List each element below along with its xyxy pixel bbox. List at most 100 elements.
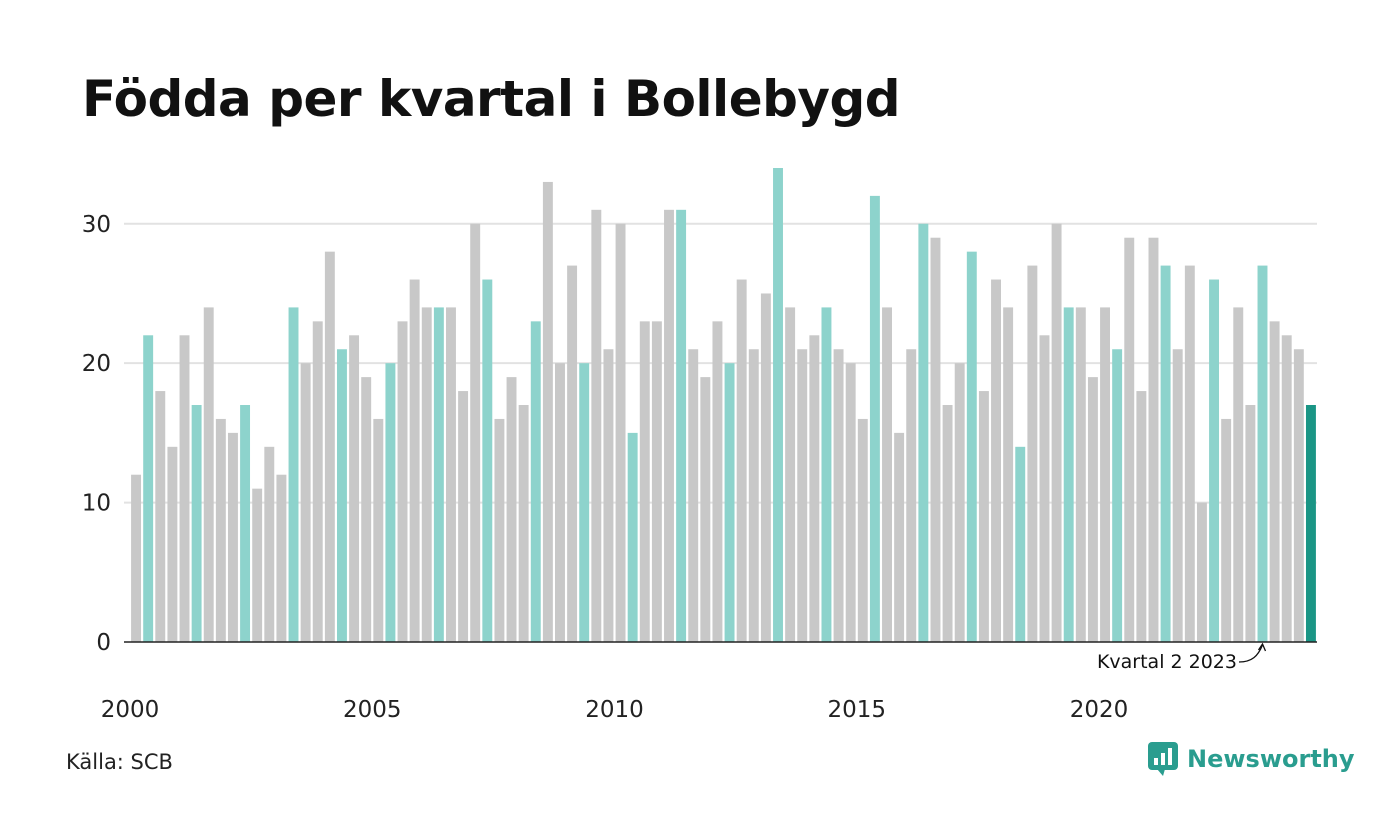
bar [724, 363, 735, 642]
y-tick-label: 10 [82, 491, 111, 517]
bars [131, 168, 1316, 642]
bar [373, 418, 384, 642]
bar [215, 418, 226, 642]
bar [385, 363, 396, 642]
bar [1281, 335, 1292, 642]
annotation-label: Kvartal 2 2023 [1097, 651, 1237, 673]
bar [773, 168, 783, 642]
bar [954, 363, 965, 642]
bar [821, 307, 832, 642]
bar [1184, 265, 1195, 642]
bar [482, 279, 493, 642]
bar [1087, 377, 1098, 642]
bar [966, 251, 977, 642]
bar [470, 223, 481, 642]
y-axis-ticks: 0 10 20 30 [82, 212, 111, 656]
x-tick-label: 2015 [827, 697, 886, 723]
bar [421, 307, 432, 642]
bar [518, 405, 529, 642]
bar [506, 377, 517, 642]
bar [1027, 265, 1038, 642]
bar [288, 307, 299, 642]
newsworthy-logo-text: Newsworthy [1187, 745, 1355, 773]
bar [833, 349, 844, 642]
bar [494, 418, 505, 642]
bar [240, 405, 251, 642]
bar [1196, 502, 1207, 642]
bar [1221, 418, 1232, 642]
bar [942, 405, 953, 642]
x-tick-label: 2005 [343, 697, 402, 723]
x-tick-label: 2000 [101, 697, 160, 723]
bar [1245, 405, 1256, 642]
annotation-arrowhead [1257, 642, 1267, 652]
bar [300, 363, 311, 642]
bar [203, 307, 214, 642]
bar [1015, 446, 1026, 642]
bar [906, 349, 917, 642]
bar [143, 335, 154, 642]
bar [1100, 307, 1110, 642]
bar [1269, 321, 1280, 642]
bar [542, 181, 553, 642]
bar [785, 307, 796, 642]
bar [324, 251, 335, 642]
bar [458, 391, 469, 642]
bar [276, 474, 287, 642]
x-tick-label: 2020 [1070, 697, 1129, 723]
bar [845, 363, 856, 642]
bar [627, 432, 638, 642]
bar [1209, 279, 1220, 642]
bar [312, 321, 323, 642]
bar-chart: 0 10 20 30 2000 2005 2010 2015 2020 Kvartal 2 2… [82, 168, 1317, 723]
x-axis-ticks: 2000 2005 2010 2015 2020 [101, 697, 1129, 723]
bar [639, 321, 650, 642]
bar [131, 474, 142, 642]
bar [1257, 265, 1268, 642]
bar [736, 279, 747, 642]
bar [797, 349, 808, 642]
latest-annotation: Kvartal 2 2023 [1097, 642, 1267, 673]
bar [155, 391, 166, 642]
bar [252, 488, 263, 642]
bar [1160, 265, 1171, 642]
bar [1136, 391, 1147, 642]
bar [1293, 349, 1304, 642]
bar [1172, 349, 1183, 642]
bar [688, 349, 699, 642]
bar [1148, 237, 1159, 642]
bar [191, 405, 202, 642]
newsworthy-logo-icon [1148, 742, 1178, 776]
bar [748, 349, 759, 642]
bar [882, 307, 892, 642]
bar [1075, 307, 1086, 642]
bar [1039, 335, 1050, 642]
y-tick-label: 30 [82, 212, 111, 238]
bar [809, 335, 820, 642]
bar [1051, 223, 1062, 642]
bar [446, 307, 456, 642]
bar [337, 349, 347, 642]
bar [227, 432, 238, 642]
bar [991, 279, 1001, 642]
bar [530, 321, 541, 642]
bar [397, 321, 408, 642]
bar [930, 237, 941, 642]
bar [700, 377, 711, 642]
bar [712, 321, 723, 642]
chart-title: Födda per kvartal i Bollebygd [82, 70, 901, 128]
bar [409, 279, 420, 642]
bar [857, 418, 868, 642]
bar [264, 446, 275, 642]
bar [591, 209, 602, 642]
bar [664, 209, 674, 642]
bar [167, 446, 178, 642]
y-tick-label: 0 [96, 630, 111, 656]
y-tick-label: 20 [82, 351, 111, 377]
bar [676, 209, 687, 642]
bar [760, 293, 771, 642]
annotation-arrow [1238, 644, 1264, 663]
bar [1063, 307, 1074, 642]
bar [179, 335, 190, 642]
bar [1003, 307, 1014, 642]
